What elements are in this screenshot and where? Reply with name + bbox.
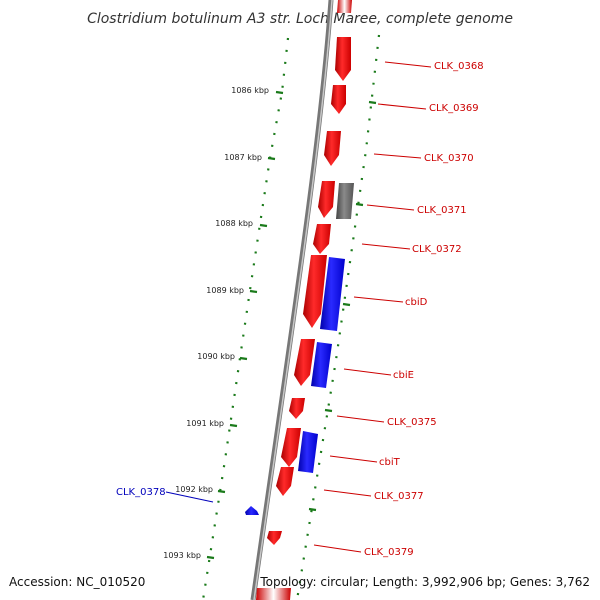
gene-stub-top xyxy=(337,0,352,13)
gene-arrow-cbiD-forward xyxy=(303,255,327,328)
gene-arrow-CLK_0370[interactable] xyxy=(324,131,341,166)
gene-label-CLK_0371[interactable]: CLK_0371 xyxy=(417,205,467,216)
kbp-label: 1087 kbp xyxy=(224,153,262,162)
gene-label-CLK_0377[interactable]: CLK_0377 xyxy=(374,491,424,502)
gene-arrow-CLK_0371-partner xyxy=(336,183,354,219)
gene-arrow-CLK_0375[interactable] xyxy=(289,398,305,419)
gene-label-CLK_0379[interactable]: CLK_0379 xyxy=(364,547,414,558)
kbp-label: 1092 kbp xyxy=(175,485,213,494)
inner-dotted-ring xyxy=(201,37,290,600)
kbp-label: 1090 kbp xyxy=(197,352,235,361)
gene-label-CLK_0369[interactable]: CLK_0369 xyxy=(429,103,479,114)
gene-label-CLK_0372[interactable]: CLK_0372 xyxy=(412,244,462,255)
kbp-label: 1089 kbp xyxy=(206,286,244,295)
kbp-label: 1091 kbp xyxy=(186,419,224,428)
kbp-label: 1093 kbp xyxy=(163,551,201,560)
ring-tick-marks xyxy=(206,90,377,560)
gene-arrow-cbiT-forward xyxy=(281,428,301,467)
gene-label-cbiD[interactable]: cbiD xyxy=(405,297,428,308)
gene-arrow-cbiD[interactable] xyxy=(320,257,345,331)
genome-backbone xyxy=(250,0,334,600)
gene-arrow-CLK_0371[interactable] xyxy=(318,181,335,218)
gene-label-CLK_0370[interactable]: CLK_0370 xyxy=(424,153,474,164)
gene-arrow-cbiE[interactable] xyxy=(311,342,332,388)
topology-text: Topology: circular; Length: 3,992,906 bp… xyxy=(259,575,590,589)
gene-label-CLK_0368[interactable]: CLK_0368 xyxy=(434,61,484,72)
gene-arrow-CLK_0368[interactable] xyxy=(335,37,351,81)
gene-arrow-cbiT[interactable] xyxy=(298,431,318,473)
gene-label-cbiT[interactable]: cbiT xyxy=(379,457,401,468)
gene-leader-lines xyxy=(165,61,432,553)
gene-label-CLK_0375[interactable]: CLK_0375 xyxy=(387,417,437,428)
gene-arrow-CLK_0369[interactable] xyxy=(331,85,346,114)
gene-label-CLK_0378[interactable]: CLK_0378 xyxy=(116,487,166,498)
gene-stub-bottom xyxy=(256,588,291,600)
gene-arrow-CLK_0372[interactable] xyxy=(313,224,331,254)
gene-labels: CLK_0368 CLK_0369 CLK_0370 CLK_0371 CLK_… xyxy=(116,61,484,558)
kbp-label: 1088 kbp xyxy=(215,219,253,228)
kbp-labels: 1086 kbp 1087 kbp 1088 kbp 1089 kbp 1090… xyxy=(163,86,269,560)
gene-arrow-CLK_0379[interactable] xyxy=(267,531,282,545)
kbp-label: 1086 kbp xyxy=(231,86,269,95)
gene-arrow-cbiE-forward xyxy=(294,339,315,386)
map-title: Clostridium botulinum A3 str. Loch Maree… xyxy=(87,11,513,27)
gene-label-cbiE[interactable]: cbiE xyxy=(393,370,414,381)
accession-text: Accession: NC_010520 xyxy=(9,575,145,589)
gene-arrow-CLK_0378[interactable] xyxy=(245,506,259,515)
gene-arrow-CLK_0377[interactable] xyxy=(276,467,294,496)
